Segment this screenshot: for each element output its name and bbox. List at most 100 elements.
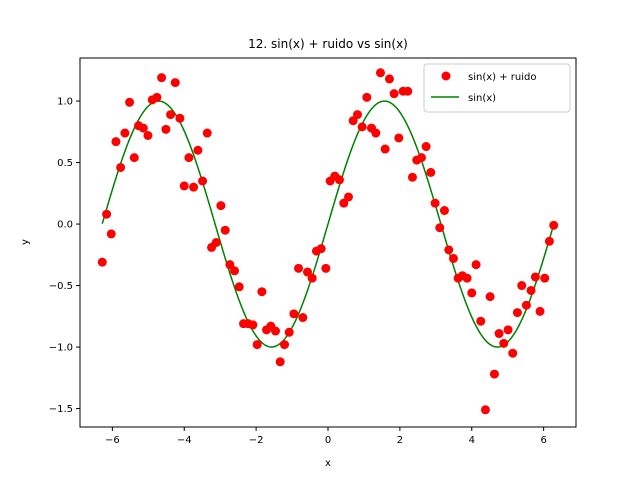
data-point [503, 325, 513, 335]
data-point [394, 133, 404, 143]
data-point [508, 348, 518, 358]
data-point [339, 198, 349, 208]
data-point [170, 78, 180, 88]
data-point [389, 89, 399, 99]
data-point [357, 122, 367, 132]
data-point [193, 145, 203, 155]
y-tick-label: 0.5 [57, 158, 73, 169]
data-point [544, 236, 554, 246]
data-point [97, 257, 107, 267]
y-axis-ticks: −1.5 −1.0 −0.5 0.0 0.5 1.0 [49, 97, 80, 415]
data-point [530, 272, 540, 282]
data-point [294, 263, 304, 273]
data-point [485, 292, 495, 302]
data-point [152, 92, 162, 102]
data-point [275, 357, 285, 367]
data-point [384, 74, 394, 84]
data-point [257, 287, 267, 297]
data-point [380, 144, 390, 154]
data-point [157, 73, 167, 83]
data-point [111, 137, 121, 147]
data-point [307, 273, 317, 283]
x-tick-label: −6 [105, 435, 120, 446]
data-point [476, 316, 486, 326]
y-tick-label: −1.0 [49, 343, 73, 354]
chart-title: 12. sin(x) + ruido vs sin(x) [248, 37, 408, 51]
x-tick-label: 2 [397, 435, 403, 446]
x-tick-label: 4 [469, 435, 475, 446]
data-point [179, 181, 189, 191]
data-point [403, 86, 413, 96]
data-point [448, 253, 458, 263]
x-tick-label: −4 [177, 435, 192, 446]
data-point [321, 263, 331, 273]
data-point [116, 162, 126, 172]
data-point [471, 260, 481, 270]
data-point [220, 225, 230, 235]
data-point [540, 273, 550, 283]
x-tick-label: 6 [540, 435, 546, 446]
data-point [549, 220, 559, 230]
data-point [175, 113, 185, 123]
data-point [138, 123, 148, 133]
data-point [129, 153, 139, 163]
data-point [430, 198, 440, 208]
legend-marker-noisy [441, 71, 451, 81]
data-point [362, 92, 372, 102]
data-point [352, 110, 362, 120]
data-point [521, 300, 531, 310]
data-point [494, 329, 504, 339]
x-axis-ticks: −6 −4 −2 0 2 4 6 [105, 427, 547, 446]
data-point [271, 326, 281, 336]
legend-label-noisy: sin(x) + ruido [468, 72, 536, 83]
data-point [202, 128, 212, 138]
data-point [480, 405, 490, 415]
y-tick-label: −0.5 [49, 281, 73, 292]
data-point [416, 153, 426, 163]
data-point [234, 282, 244, 292]
data-point [284, 327, 294, 337]
data-point [198, 176, 208, 186]
x-axis-label: x [325, 458, 331, 469]
data-point [230, 266, 240, 276]
data-point [444, 245, 454, 255]
data-point [435, 223, 445, 233]
data-point [184, 153, 194, 163]
data-point [426, 167, 436, 177]
data-point [343, 192, 353, 202]
data-point [421, 142, 431, 152]
plot-area [97, 68, 559, 415]
data-point [316, 244, 326, 254]
data-point [225, 260, 235, 270]
data-point [106, 229, 116, 239]
data-point [439, 206, 449, 216]
x-tick-label: −2 [249, 435, 264, 446]
y-tick-label: −1.5 [49, 404, 73, 415]
data-point [303, 267, 313, 277]
data-point [189, 182, 199, 192]
data-point [166, 110, 176, 120]
y-axis-label: y [20, 239, 31, 245]
legend: sin(x) + ruido sin(x) [423, 63, 571, 113]
points-layer [97, 68, 559, 415]
data-point [161, 124, 171, 134]
data-point [489, 369, 499, 379]
data-point [143, 130, 153, 140]
y-tick-label: 1.0 [57, 97, 73, 108]
legend-box [423, 63, 571, 113]
data-point [289, 309, 299, 319]
data-point [216, 201, 226, 211]
data-point [298, 313, 308, 323]
data-point [120, 128, 130, 138]
data-point [512, 308, 522, 318]
data-point [211, 238, 221, 247]
data-point [535, 306, 545, 316]
data-point [335, 175, 344, 185]
data-point [252, 340, 262, 350]
data-point [371, 128, 381, 138]
data-point [102, 209, 112, 219]
data-point [526, 285, 536, 295]
legend-label-sin: sin(x) [468, 93, 496, 104]
